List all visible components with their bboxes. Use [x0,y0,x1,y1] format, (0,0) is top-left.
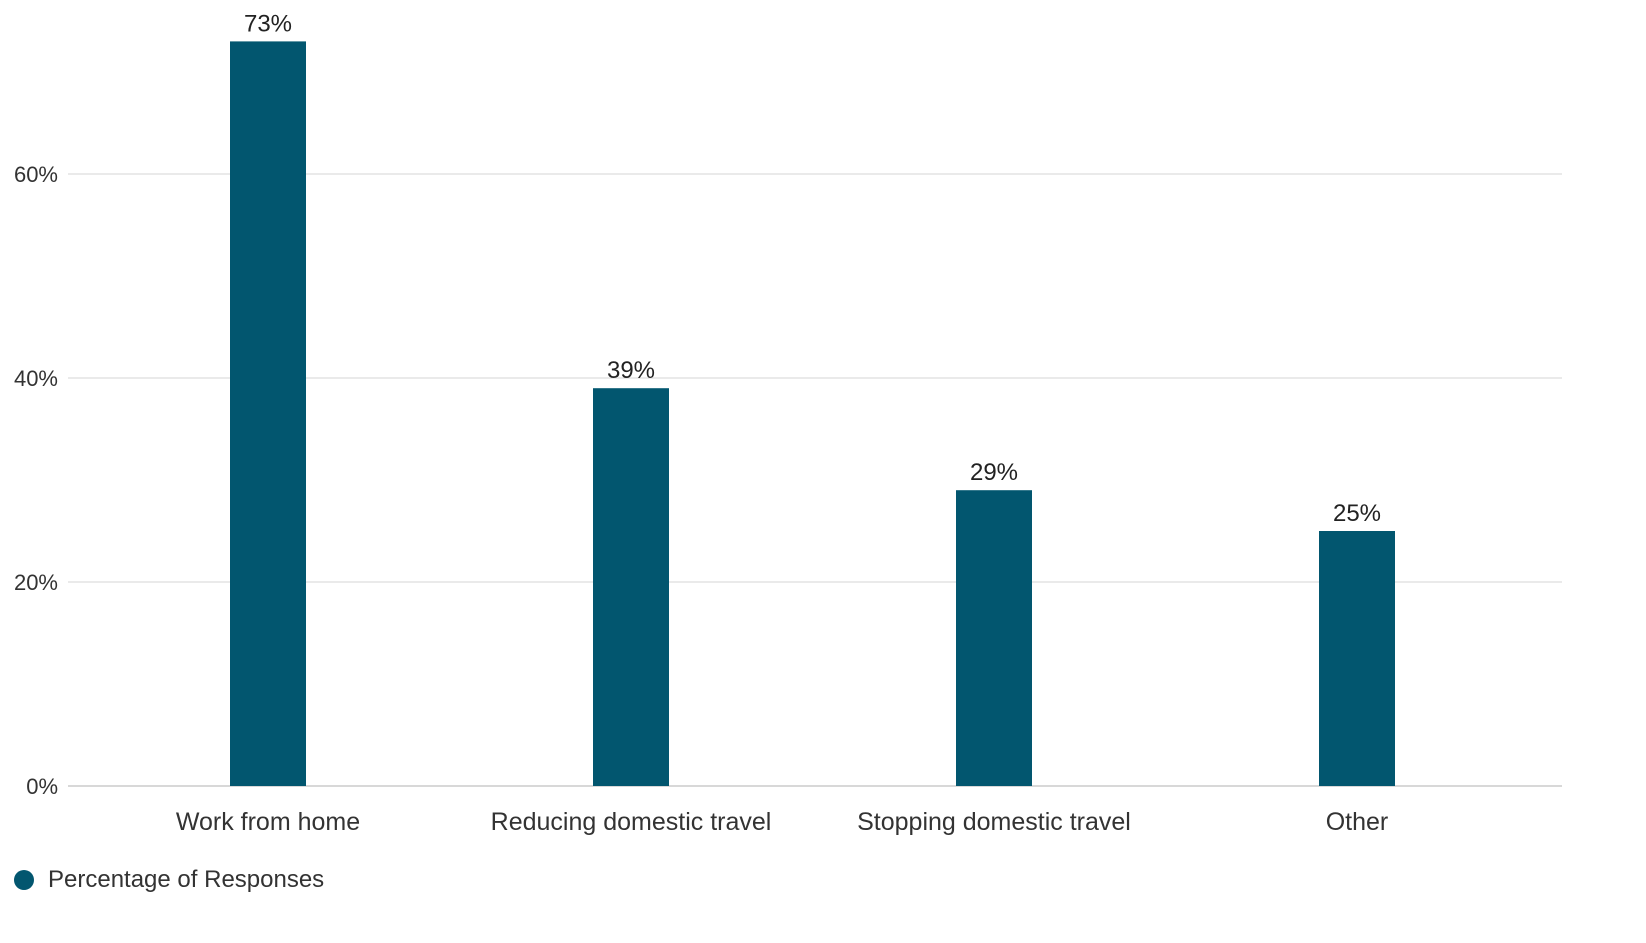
category-label: Work from home [176,808,360,836]
y-axis-ticks: 0% 20% 40% 60% [14,162,58,799]
data-label: 29% [970,459,1018,486]
y-tick-label: 20% [14,570,58,595]
category-label: Reducing domestic travel [491,808,772,836]
bar [956,490,1032,786]
y-tick-label: 0% [26,774,58,799]
bars [230,41,1395,786]
data-label: 73% [244,10,292,37]
data-labels: 73% 39% 29% 25% [244,10,1381,527]
gridlines [68,173,1562,787]
data-label: 25% [1333,500,1381,527]
x-axis-categories: Work from home Reducing domestic travel St… [176,808,1388,836]
category-label: Other [1326,808,1389,836]
y-tick-label: 60% [14,162,58,187]
data-label: 39% [607,357,655,384]
bar [1319,531,1395,786]
legend-swatch-icon [14,870,34,890]
bar [593,388,669,786]
y-tick-label: 40% [14,366,58,391]
legend: Percentage of Responses [14,866,324,894]
bar [230,41,306,786]
category-label: Stopping domestic travel [857,808,1131,836]
legend-label: Percentage of Responses [48,866,325,893]
